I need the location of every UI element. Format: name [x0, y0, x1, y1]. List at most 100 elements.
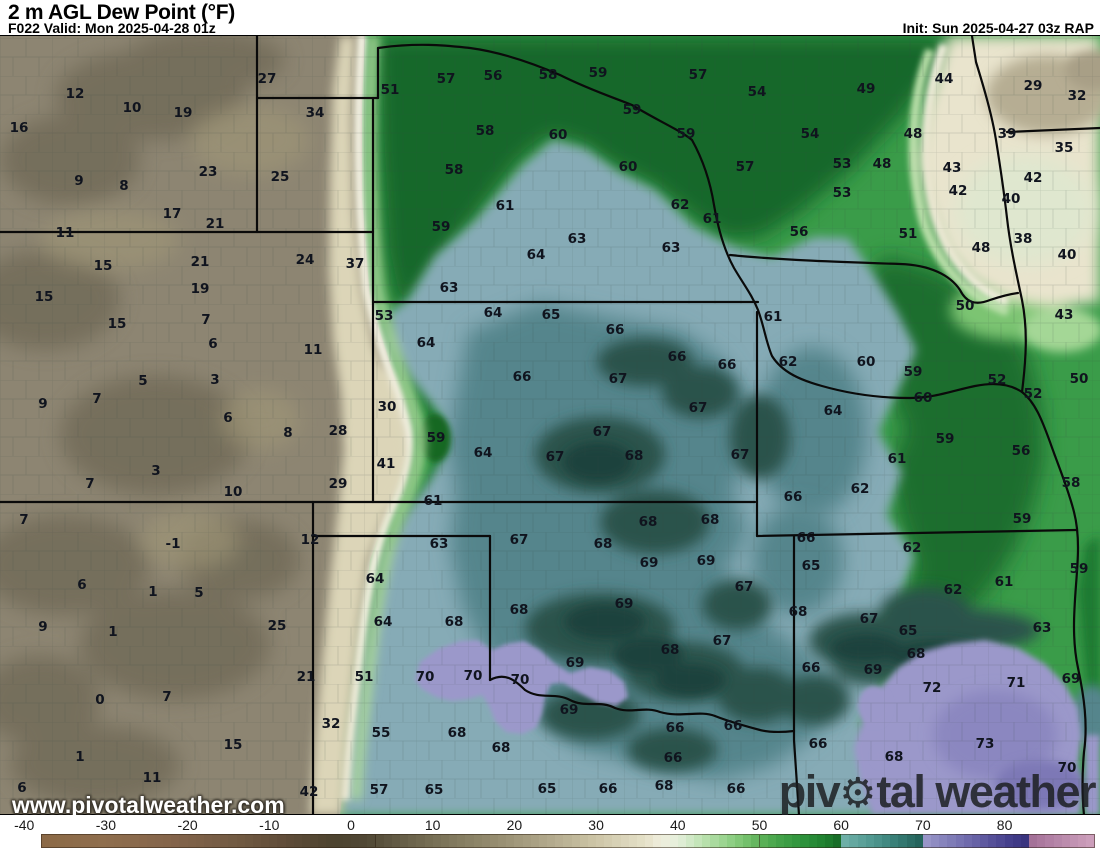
station-value: 64 — [474, 445, 493, 461]
colorbar-tick: 50 — [751, 817, 768, 833]
station-value: 3 — [151, 463, 160, 479]
station-value: 1 — [75, 749, 84, 765]
station-value: 61 — [703, 211, 722, 227]
station-value: 11 — [304, 342, 323, 358]
station-value: 56 — [790, 224, 809, 240]
station-value: 68 — [594, 536, 613, 552]
station-value: 65 — [538, 781, 557, 797]
dewpoint-map[interactable]: 12 27 16 10 19 34 23 25 9 8 17 21 11 15 21 24 37 19 51 57 56… — [0, 35, 1100, 818]
colorbar-tick: 60 — [833, 817, 849, 833]
station-value: 67 — [593, 424, 612, 440]
station-value: 11 — [143, 770, 162, 786]
station-value: 51 — [381, 82, 400, 98]
station-value: 6 — [77, 577, 86, 593]
colorbar: -40 -30 -20 -10 0 10 20 30 40 50 60 70 80 — [0, 815, 1100, 850]
station-value: 23 — [199, 164, 218, 180]
station-value: 9 — [38, 619, 47, 635]
station-value: 35 — [1055, 140, 1074, 156]
station-value: 12 — [301, 532, 320, 548]
station-value: 29 — [1024, 78, 1043, 94]
station-value: 63 — [568, 231, 587, 247]
station-value: 48 — [904, 126, 923, 142]
station-value: 70 — [464, 668, 483, 684]
station-value: 61 — [995, 574, 1014, 590]
station-value: 64 — [417, 335, 436, 351]
station-value: 3 — [210, 372, 219, 388]
station-value: 68 — [655, 778, 674, 794]
station-value: 43 — [943, 160, 962, 176]
station-value: 66 — [727, 781, 746, 797]
station-value: 50 — [1070, 371, 1089, 387]
station-value: 68 — [625, 448, 644, 464]
station-value: 61 — [888, 451, 907, 467]
station-value: 9 — [38, 396, 47, 412]
station-value: 57 — [370, 782, 389, 798]
station-value: 15 — [224, 737, 243, 753]
site-watermark: www.pivotalweather.com — [12, 792, 285, 818]
station-value: 8 — [283, 425, 292, 441]
station-value: 68 — [789, 604, 808, 620]
colorbar-tick: -20 — [177, 817, 198, 833]
station-value: 6 — [208, 336, 217, 352]
station-value: 58 — [445, 162, 464, 178]
station-value: 58 — [1062, 475, 1081, 491]
station-value: 48 — [972, 240, 991, 256]
station-value: 68 — [639, 514, 658, 530]
colorbar-tick: 0 — [347, 817, 355, 833]
station-value: 43 — [1055, 307, 1074, 323]
station-value: 69 — [864, 662, 883, 678]
station-value: 66 — [718, 357, 737, 373]
station-value: 56 — [1012, 443, 1031, 459]
station-value: 59 — [904, 364, 923, 380]
station-value: 68 — [907, 646, 926, 662]
station-value: 0 — [95, 692, 104, 708]
iowa-missouri-border — [728, 253, 1020, 304]
station-value: 51 — [899, 226, 918, 242]
brand-text-pre: piv — [778, 766, 841, 817]
station-value: 69 — [560, 702, 579, 718]
station-value: 21 — [191, 254, 210, 270]
station-value: 64 — [527, 247, 546, 263]
station-value: 72 — [923, 680, 942, 696]
station-value: 7 — [92, 391, 101, 407]
station-value: 60 — [857, 354, 876, 370]
station-value: 39 — [998, 126, 1017, 142]
station-value: 59 — [1070, 561, 1089, 577]
station-value: 41 — [377, 456, 396, 472]
station-value: 59 — [677, 126, 696, 142]
station-value: 28 — [329, 423, 348, 439]
station-value: 40 — [1002, 191, 1021, 207]
station-value: 48 — [873, 156, 892, 172]
station-value: 62 — [944, 582, 963, 598]
station-value: 66 — [666, 720, 685, 736]
forecast-valid-label: F022 Valid: Mon 2025-04-28 01z — [8, 20, 216, 36]
station-value: 24 — [296, 252, 315, 268]
station-value: 70 — [511, 672, 530, 688]
station-value: 68 — [701, 512, 720, 528]
station-value: 66 — [606, 322, 625, 338]
station-value: 34 — [306, 105, 325, 121]
station-value: 59 — [589, 65, 608, 81]
station-value: 61 — [764, 309, 783, 325]
station-value: 67 — [546, 449, 565, 465]
station-value: 69 — [566, 655, 585, 671]
station-value: 63 — [430, 536, 449, 552]
station-value: 66 — [599, 781, 618, 797]
station-value: 38 — [1014, 231, 1033, 247]
model-init-label: Init: Sun 2025-04-27 03z RAP — [902, 20, 1094, 36]
station-value: 67 — [609, 371, 628, 387]
colorbar-tick: 40 — [670, 817, 686, 833]
station-value: 69 — [1062, 671, 1081, 687]
station-value: 65 — [425, 782, 444, 798]
state-borders — [0, 36, 1100, 814]
station-value: 71 — [1007, 675, 1026, 691]
station-value: 67 — [713, 633, 732, 649]
colorbar-tick: 80 — [996, 817, 1013, 833]
station-value: 64 — [374, 614, 393, 630]
station-value: 52 — [988, 372, 1007, 388]
colorbar-tick: -10 — [259, 817, 280, 833]
station-value: 73 — [976, 736, 995, 752]
station-value: 59 — [427, 430, 446, 446]
